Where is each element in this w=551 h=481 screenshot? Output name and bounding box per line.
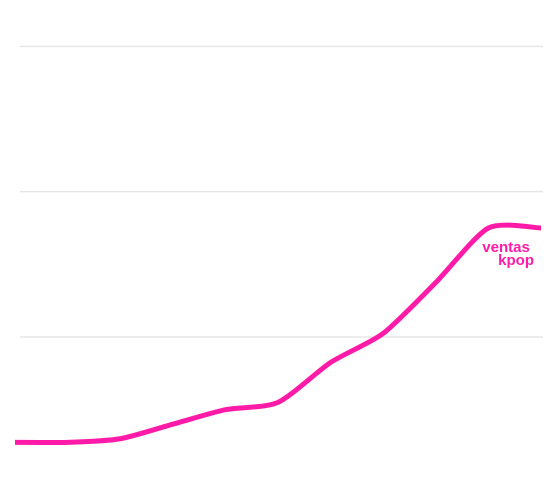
series-label-line-2: kpop bbox=[498, 252, 534, 269]
series-label: ventas kpop bbox=[482, 239, 534, 269]
series-line-1 bbox=[14, 222, 542, 446]
series-label-line-1: ventas bbox=[482, 239, 530, 256]
grid-layer bbox=[20, 45, 543, 338]
series-layer bbox=[14, 222, 542, 446]
